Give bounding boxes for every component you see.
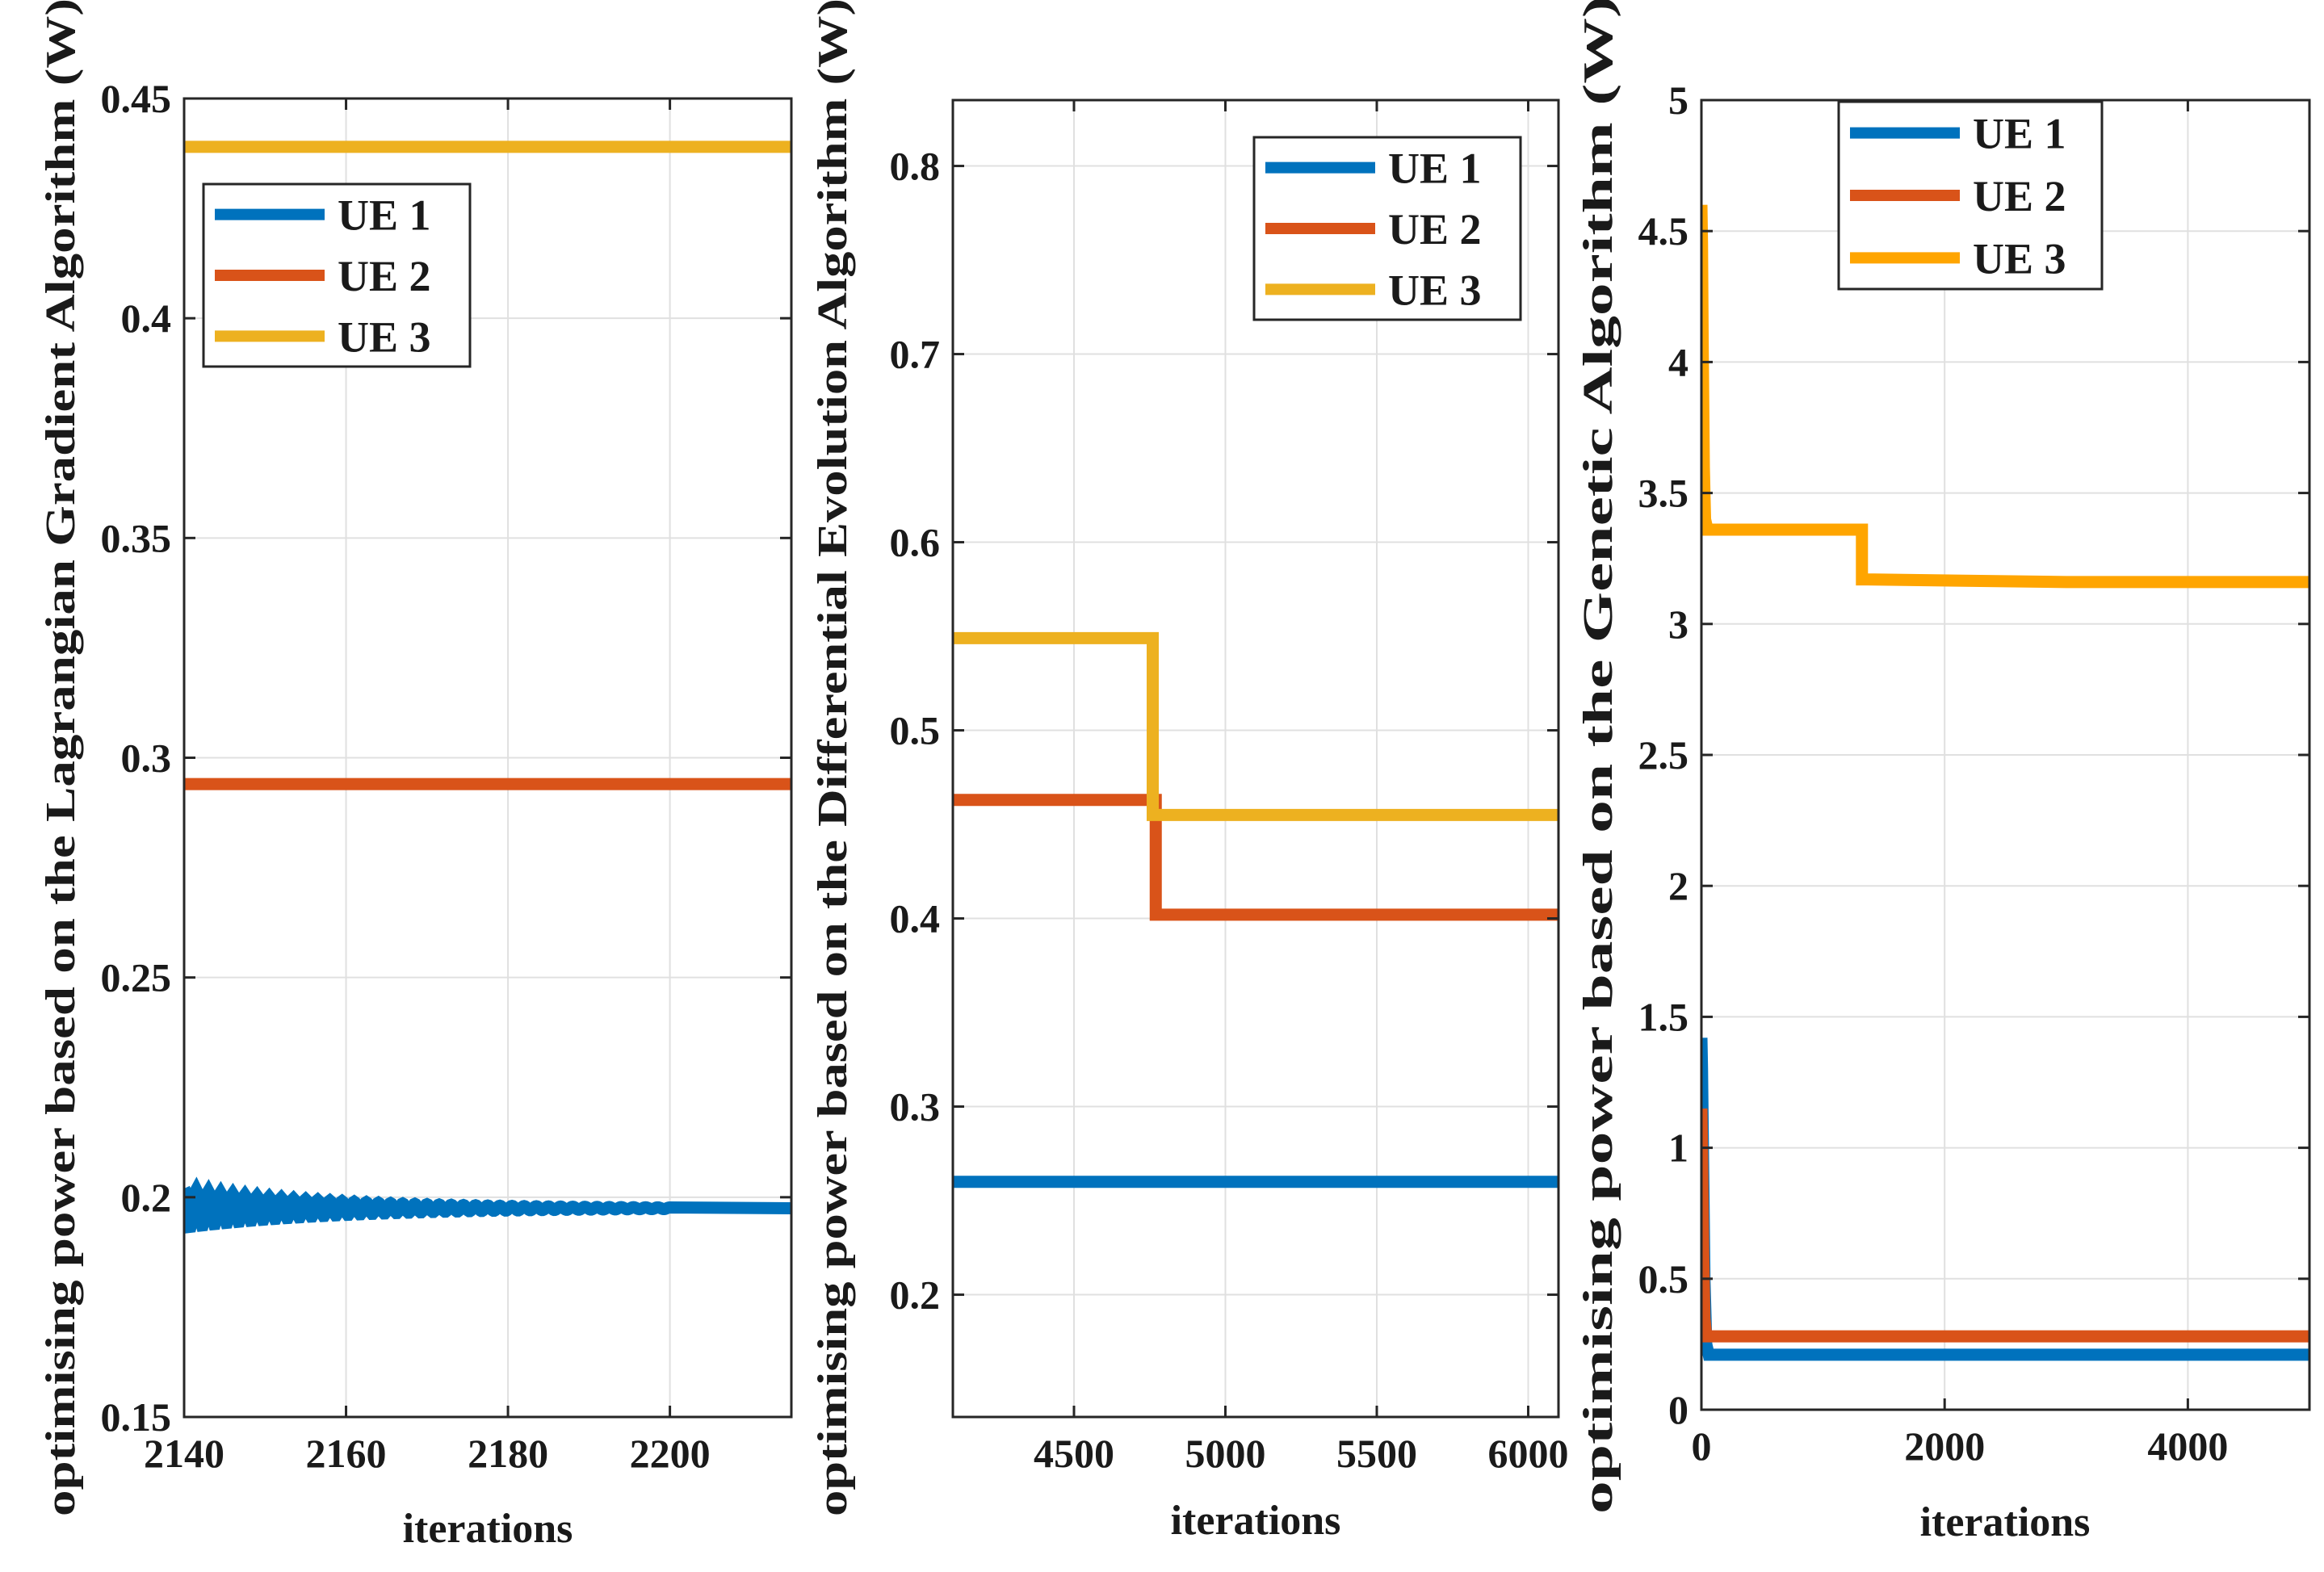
y-tick-label: 0.4 bbox=[121, 296, 172, 341]
y-tick-label: 0.3 bbox=[890, 1084, 941, 1130]
x-tick-label: 5500 bbox=[1336, 1431, 1417, 1476]
y-tick-label: 4.5 bbox=[1638, 208, 1689, 254]
series-group bbox=[184, 140, 791, 1234]
y-tick-label: 0.45 bbox=[101, 76, 172, 121]
y-axis-label: optimising power based on the Differenti… bbox=[810, 0, 856, 1516]
legend: UE 1 UE 2 UE 3 bbox=[202, 182, 472, 368]
legend-label-ue3: UE 3 bbox=[338, 312, 431, 361]
x-axis-label: iterations bbox=[403, 1506, 573, 1552]
legend-label-ue3: UE 3 bbox=[1388, 266, 1482, 314]
y-tick-label: 3.5 bbox=[1638, 471, 1689, 516]
y-tick-label: 3 bbox=[1668, 602, 1688, 647]
x-tick-label: 2000 bbox=[1904, 1423, 1985, 1469]
y-tick-label: 0.15 bbox=[101, 1394, 172, 1440]
panel-1: 2140 2160 2180 2200 0.15 0.2 0.25 0.3 0.35 0.4 0.4… bbox=[38, 0, 793, 1552]
x-tick-label: 6000 bbox=[1488, 1431, 1569, 1476]
y-tick-label: 0.2 bbox=[121, 1175, 172, 1220]
y-tick-label: 0.35 bbox=[101, 515, 172, 560]
legend-label-ue2: UE 2 bbox=[1388, 205, 1482, 254]
y-tick-label: 0.8 bbox=[890, 144, 941, 189]
y-axis-label: optimising power based on the Lagrangian… bbox=[38, 0, 84, 1516]
panel-2: 4500 5000 5500 6000 0.2 0.3 0.4 0.5 0.6 0.7 0.8 ite… bbox=[810, 0, 1569, 1544]
legend-label-ue2: UE 2 bbox=[338, 252, 431, 300]
legend-label-ue1: UE 1 bbox=[1973, 110, 2066, 158]
y-tick-label: 4 bbox=[1668, 339, 1688, 384]
legend: UE 1 UE 2 UE 3 bbox=[1837, 100, 2104, 291]
y-tick-label: 0.7 bbox=[890, 332, 941, 377]
x-tick-label: 0 bbox=[1692, 1423, 1712, 1469]
panel-3: 0 2000 4000 0 0.5 1 1.5 2 2.5 3 3.5 4 4.5 5 iterations… bbox=[1575, 0, 2311, 1545]
x-tick-label: 2200 bbox=[630, 1431, 711, 1476]
x-tick-label: 2140 bbox=[144, 1431, 224, 1476]
y-tick-label: 0.3 bbox=[121, 736, 172, 781]
legend: UE 1 UE 2 UE 3 bbox=[1252, 136, 1522, 321]
y-axis-label: optimising power based on the Genetic Al… bbox=[1575, 0, 1621, 1514]
y-tick-label: 0.4 bbox=[890, 896, 941, 941]
y-tick-label: 0 bbox=[1668, 1387, 1688, 1432]
x-tick-label: 4000 bbox=[2147, 1423, 2228, 1469]
legend-label-ue2: UE 2 bbox=[1973, 172, 2066, 220]
axes-box bbox=[951, 99, 1560, 1419]
series-line-ue1 bbox=[184, 1176, 791, 1234]
legend-label-ue1: UE 1 bbox=[338, 191, 431, 240]
x-axis-label: iterations bbox=[1171, 1498, 1341, 1544]
x-axis-label: iterations bbox=[1920, 1499, 2091, 1545]
y-tick-label: 1 bbox=[1668, 1126, 1688, 1171]
y-tick-label: 1.5 bbox=[1638, 994, 1689, 1039]
y-tick-label: 0.5 bbox=[1638, 1256, 1689, 1302]
series-line-ue2 bbox=[953, 794, 1558, 921]
y-tick-label: 0.6 bbox=[890, 520, 941, 565]
y-tick-label: 0.5 bbox=[890, 708, 941, 753]
y-tick-label: 2 bbox=[1668, 863, 1688, 908]
x-tick-label: 2160 bbox=[306, 1431, 387, 1476]
legend-label-ue1: UE 1 bbox=[1388, 145, 1482, 193]
y-tick-label: 0.25 bbox=[101, 955, 172, 1000]
series-line-ue3 bbox=[953, 631, 1558, 821]
y-tick-label: 0.2 bbox=[890, 1272, 941, 1318]
y-tick-label: 2.5 bbox=[1638, 732, 1689, 778]
legend-label-ue3: UE 3 bbox=[1973, 234, 2066, 283]
x-tick-label: 4500 bbox=[1034, 1431, 1114, 1476]
y-tick-label: 5 bbox=[1668, 78, 1688, 123]
series-group bbox=[953, 631, 1558, 1188]
x-tick-label: 2180 bbox=[468, 1431, 548, 1476]
x-tick-label: 5000 bbox=[1185, 1431, 1266, 1476]
